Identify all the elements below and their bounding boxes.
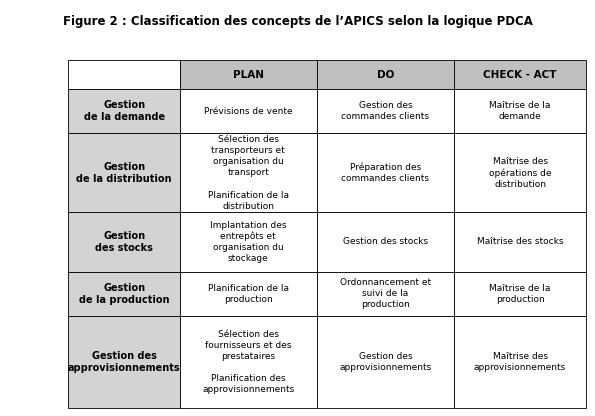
- Text: Gestion des stocks: Gestion des stocks: [343, 238, 428, 247]
- Bar: [317, 60, 454, 89]
- Text: Sélection des
transporteurs et
organisation du
transport

Planification de la
di: Sélection des transporteurs et organisat…: [208, 135, 289, 210]
- Bar: [68, 316, 180, 408]
- Text: Maîtrise de la
production: Maîtrise de la production: [489, 284, 551, 304]
- Text: Gestion des
commandes clients: Gestion des commandes clients: [342, 101, 430, 121]
- Bar: [454, 89, 586, 133]
- Text: Gestion des
approvisionnements: Gestion des approvisionnements: [339, 352, 431, 372]
- Text: Sélection des
fournisseurs et des
prestataires

Planification des
approvisionnem: Sélection des fournisseurs et des presta…: [202, 329, 295, 394]
- Text: Prévisions de vente: Prévisions de vente: [204, 106, 293, 116]
- Text: Gestion
de la production: Gestion de la production: [79, 282, 170, 305]
- Text: PLAN: PLAN: [233, 69, 264, 79]
- Text: Maîtrise de la
demande: Maîtrise de la demande: [489, 101, 551, 121]
- Bar: [317, 133, 454, 213]
- Text: Maîtrise des
opérations de
distribution: Maîtrise des opérations de distribution: [489, 157, 552, 189]
- Text: Figure 2 : Classification des concepts de l’APICS selon la logique PDCA: Figure 2 : Classification des concepts d…: [62, 15, 533, 27]
- Text: CHECK - ACT: CHECK - ACT: [483, 69, 557, 79]
- Bar: [68, 60, 180, 89]
- Text: Maîtrise des
approvisionnements: Maîtrise des approvisionnements: [474, 352, 566, 372]
- Bar: [180, 133, 317, 213]
- Bar: [454, 60, 586, 89]
- Bar: [180, 89, 317, 133]
- Text: Gestion
des stocks: Gestion des stocks: [95, 231, 153, 253]
- Bar: [180, 316, 317, 408]
- Bar: [68, 89, 180, 133]
- Bar: [317, 213, 454, 272]
- Bar: [68, 213, 180, 272]
- Text: Gestion des
approvisionnements: Gestion des approvisionnements: [68, 351, 180, 373]
- Bar: [454, 272, 586, 316]
- Bar: [317, 316, 454, 408]
- Bar: [317, 89, 454, 133]
- Bar: [454, 133, 586, 213]
- Bar: [180, 60, 317, 89]
- Text: DO: DO: [377, 69, 394, 79]
- Text: Planification de la
production: Planification de la production: [208, 284, 289, 304]
- Bar: [180, 213, 317, 272]
- Bar: [180, 272, 317, 316]
- Text: Gestion
de la distribution: Gestion de la distribution: [76, 162, 172, 184]
- Text: Préparation des
commandes clients: Préparation des commandes clients: [342, 163, 430, 183]
- Bar: [454, 213, 586, 272]
- Text: Ordonnancement et
suivi de la
production: Ordonnancement et suivi de la production: [340, 278, 431, 310]
- Bar: [68, 133, 180, 213]
- Bar: [68, 272, 180, 316]
- Text: Maîtrise des stocks: Maîtrise des stocks: [477, 238, 563, 247]
- Text: Gestion
de la demande: Gestion de la demande: [83, 100, 165, 122]
- Bar: [317, 272, 454, 316]
- Bar: [454, 316, 586, 408]
- Text: Implantation des
entrepôts et
organisation du
stockage: Implantation des entrepôts et organisati…: [210, 220, 287, 263]
